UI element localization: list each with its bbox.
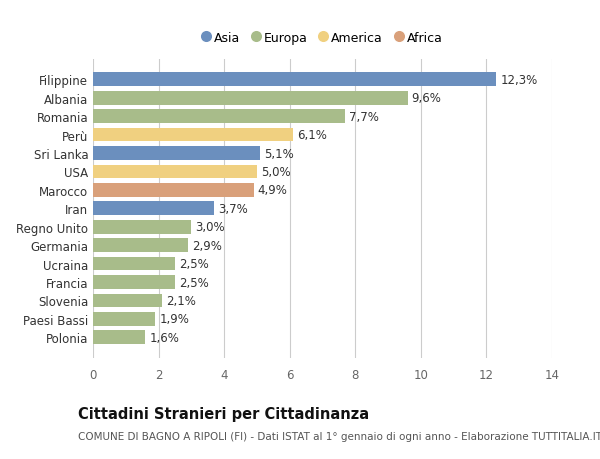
Legend: Asia, Europa, America, Africa: Asia, Europa, America, Africa bbox=[197, 27, 448, 50]
Text: COMUNE DI BAGNO A RIPOLI (FI) - Dati ISTAT al 1° gennaio di ogni anno - Elaboraz: COMUNE DI BAGNO A RIPOLI (FI) - Dati IST… bbox=[78, 431, 600, 442]
Text: 2,5%: 2,5% bbox=[179, 257, 209, 270]
Text: Cittadini Stranieri per Cittadinanza: Cittadini Stranieri per Cittadinanza bbox=[78, 406, 369, 421]
Bar bbox=[93, 220, 191, 234]
Bar bbox=[93, 73, 496, 87]
Bar bbox=[93, 275, 175, 289]
Bar bbox=[93, 239, 188, 252]
Text: 5,0%: 5,0% bbox=[261, 166, 290, 179]
Bar bbox=[93, 92, 408, 106]
Bar bbox=[93, 330, 145, 344]
Text: 2,5%: 2,5% bbox=[179, 276, 209, 289]
Bar bbox=[93, 147, 260, 161]
Bar bbox=[93, 257, 175, 271]
Bar bbox=[93, 202, 214, 216]
Text: 3,7%: 3,7% bbox=[218, 202, 248, 215]
Text: 6,1%: 6,1% bbox=[297, 129, 327, 142]
Text: 2,1%: 2,1% bbox=[166, 294, 196, 307]
Text: 2,9%: 2,9% bbox=[192, 239, 222, 252]
Bar bbox=[93, 312, 155, 326]
Text: 12,3%: 12,3% bbox=[500, 73, 538, 87]
Text: 7,7%: 7,7% bbox=[349, 111, 379, 123]
Text: 1,6%: 1,6% bbox=[149, 331, 179, 344]
Bar bbox=[93, 294, 162, 308]
Text: 3,0%: 3,0% bbox=[195, 221, 225, 234]
Text: 5,1%: 5,1% bbox=[264, 147, 294, 160]
Bar bbox=[93, 129, 293, 142]
Bar bbox=[93, 110, 346, 124]
Text: 9,6%: 9,6% bbox=[412, 92, 442, 105]
Text: 1,9%: 1,9% bbox=[159, 313, 189, 326]
Bar bbox=[93, 184, 254, 197]
Text: 4,9%: 4,9% bbox=[257, 184, 287, 197]
Bar bbox=[93, 165, 257, 179]
